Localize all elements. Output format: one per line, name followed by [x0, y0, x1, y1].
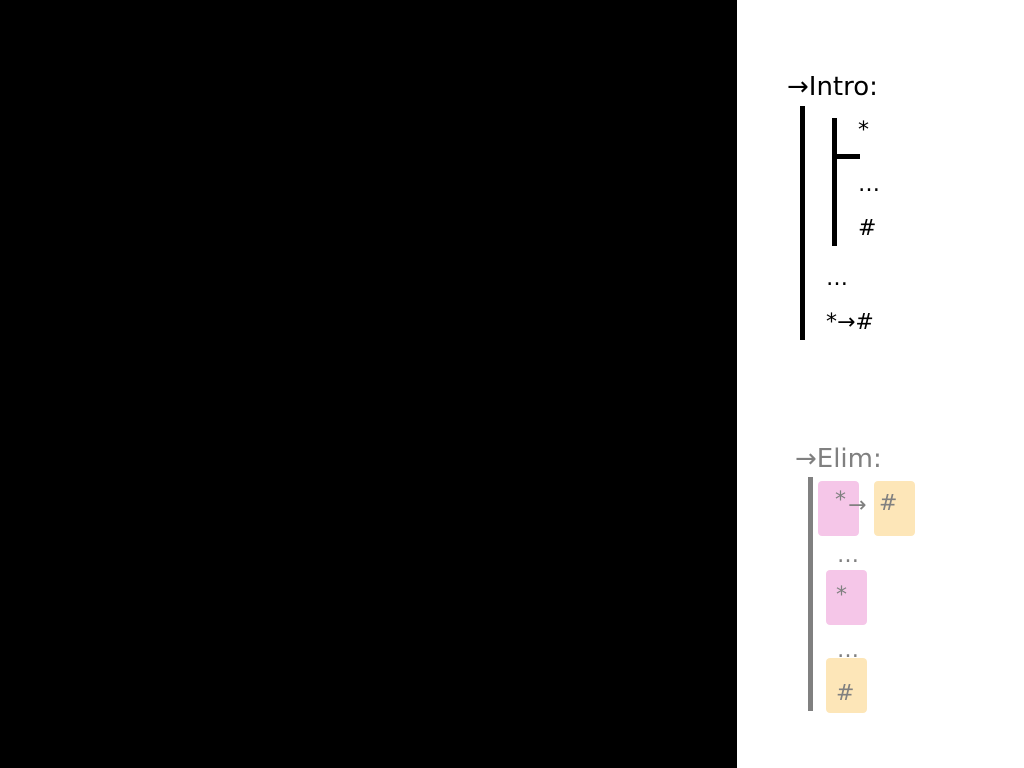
conclusion-highlight — [826, 658, 867, 713]
elim-title: →Elim: — [795, 444, 882, 474]
assumption-bar — [832, 154, 860, 159]
intro-assumption: * — [858, 118, 869, 143]
intro-derived: # — [858, 216, 877, 241]
slide-panel: →Intro: * … # … *→# →Elim: * → # … * … # — [737, 0, 1024, 768]
consequent-highlight — [874, 481, 915, 536]
intro-conclusion: *→# — [826, 310, 874, 335]
subproof-line — [832, 118, 837, 246]
antecedent-line-highlight — [826, 570, 867, 625]
intro-title: →Intro: — [787, 72, 878, 102]
intro-inner-dots: … — [858, 172, 880, 197]
elim-dots-1: … — [837, 543, 859, 568]
elim-implication-consequent: # — [879, 491, 898, 516]
elim-conclusion: # — [836, 681, 855, 706]
outer-proof-line — [800, 106, 805, 340]
elim-dots-2: … — [837, 638, 859, 663]
elim-implication-arrow: → — [848, 493, 867, 518]
blank-area — [0, 0, 737, 768]
elim-proof-line — [808, 477, 813, 711]
intro-outer-dots: … — [826, 266, 848, 291]
antecedent-highlight — [818, 481, 859, 536]
elim-antecedent-line: * — [836, 583, 847, 608]
elim-implication-antecedent: * — [835, 488, 846, 513]
